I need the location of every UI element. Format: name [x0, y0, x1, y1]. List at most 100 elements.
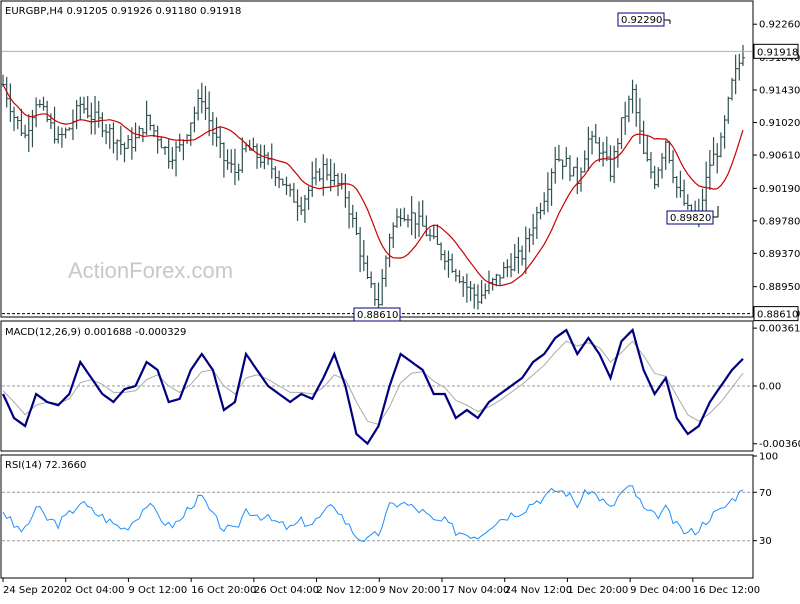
ohlc-bar	[63, 127, 68, 139]
ohlc-bar	[475, 284, 480, 310]
time-axis: 24 Sep 2020 2 Oct 04:00 9 Oct 12:00 16 Oct …	[2, 578, 760, 596]
ohlc-bar	[70, 109, 75, 141]
ohlc-bar	[637, 98, 642, 145]
ohlc-bar	[394, 208, 399, 228]
ohlc-bar	[391, 222, 396, 249]
ohlc-bar	[34, 97, 39, 128]
macd-panel-title: MACD(12,26,9) 0.001688 -0.000329	[5, 327, 186, 338]
ohlc-bar	[711, 137, 716, 166]
ohlc-bar	[214, 117, 219, 147]
ohlc-bar	[203, 85, 208, 121]
ohlc-bar	[446, 250, 451, 278]
last-price-tag-label: 0.91918	[757, 47, 798, 58]
ma-line	[2, 84, 744, 287]
macd-tick-label: 0.00	[759, 382, 781, 393]
ohlc-bar	[560, 159, 565, 180]
ohlc-bar	[118, 125, 123, 155]
ohlc-bar	[210, 112, 215, 146]
ohlc-bar	[645, 135, 650, 162]
ohlc-bar	[23, 124, 28, 139]
ohlc-bar	[542, 192, 547, 215]
ohlc-bar	[41, 96, 46, 111]
ohlc-bar	[479, 280, 484, 304]
rsi-axis: 100 70 30	[753, 452, 778, 547]
ohlc-bar	[604, 136, 609, 162]
ohlc-bar	[372, 282, 377, 306]
ohlc-bar	[299, 196, 304, 215]
ohlc-bar	[302, 194, 307, 223]
ohlc-bar	[663, 140, 668, 170]
price-tick-label: 0.90610	[759, 151, 800, 162]
ohlc-bar	[48, 113, 53, 129]
ohlc-bar	[306, 186, 311, 210]
price-tick-label: 0.88950	[759, 282, 800, 293]
ohlc-bar	[151, 124, 156, 138]
ohlc-bar	[648, 151, 653, 179]
ohlc-bar	[159, 136, 164, 149]
ohlc-bar	[527, 228, 532, 253]
ohlc-bar	[516, 237, 521, 274]
ohlc-bar	[52, 106, 57, 144]
ohlc-bar	[284, 176, 289, 196]
ohlc-bar	[512, 244, 517, 272]
ohlc-bar	[369, 271, 374, 289]
ohlc-bar	[26, 114, 31, 153]
time-tick-label: 16 Oct 20:00	[191, 585, 256, 596]
swing-high-marker-box	[617, 12, 665, 27]
ohlc-bar	[67, 127, 72, 131]
ohlc-bar	[232, 148, 237, 186]
rsi-tick-label: 30	[759, 536, 772, 547]
rsi-panel-frame	[0, 454, 754, 579]
price-annotations: 0.92290 0.89820 0.88610 0.91918 0.88610	[2, 12, 799, 322]
ohlc-bar	[715, 143, 720, 174]
ohlc-bar	[615, 138, 620, 168]
swing-high-marker-label: 0.92290	[621, 15, 662, 26]
ohlc-bar	[431, 225, 436, 240]
watermark: ActionForex.com	[68, 258, 233, 283]
ohlc-bar	[85, 95, 90, 119]
support-marker-label: 0.88610	[357, 310, 398, 321]
support-marker-box	[353, 307, 401, 322]
ohlc-bar	[652, 165, 657, 190]
ohlc-bar	[339, 172, 344, 190]
ohlc-bar	[729, 77, 734, 101]
ohlc-bar	[413, 212, 418, 239]
ohlc-bar	[188, 122, 193, 146]
ohlc-bar	[523, 226, 528, 274]
ohlc-bar	[273, 166, 278, 187]
price-axis: 0.922600.918400.914300.910200.906100.901…	[753, 20, 800, 320]
ohlc-bar	[288, 183, 293, 197]
ohlc-bar	[137, 125, 142, 139]
ohlc-bar	[269, 143, 274, 179]
ohlc-bar	[93, 95, 98, 135]
ohlc-bar	[343, 173, 348, 208]
ohlc-bar	[96, 100, 101, 128]
ohlc-bar	[328, 158, 333, 192]
ohlc-bar	[435, 224, 440, 245]
macd-main-line	[2, 327, 744, 446]
ohlc-bar	[313, 157, 318, 186]
ohlc-bar	[520, 245, 525, 266]
ohlc-bar	[111, 122, 116, 154]
rsi-lines	[2, 485, 752, 543]
ohlc-bar	[19, 108, 24, 136]
ohlc-bar	[30, 109, 35, 148]
rsi-tick-label: 70	[759, 488, 772, 499]
ohlc-bar	[398, 208, 403, 227]
last-price-tag: 0.91918	[753, 43, 799, 59]
ohlc-bar	[380, 268, 385, 306]
time-tick-label: 24 Sep 2020	[3, 585, 66, 596]
ohlc-bar	[461, 276, 466, 297]
time-tick-label: 9 Oct 12:00	[128, 585, 187, 596]
ohlc-bar	[199, 82, 204, 114]
ohlc-bar	[37, 99, 42, 108]
ohlc-bar	[409, 196, 414, 236]
ohlc-bar	[509, 253, 514, 278]
ohlc-bar	[549, 168, 554, 206]
ohlc-bar	[538, 202, 543, 220]
ohlc-bar	[405, 214, 410, 228]
ohlc-bar	[89, 102, 94, 135]
ohlc-bar	[310, 161, 315, 197]
time-tick-label: 24 Nov 12:00	[505, 585, 572, 596]
